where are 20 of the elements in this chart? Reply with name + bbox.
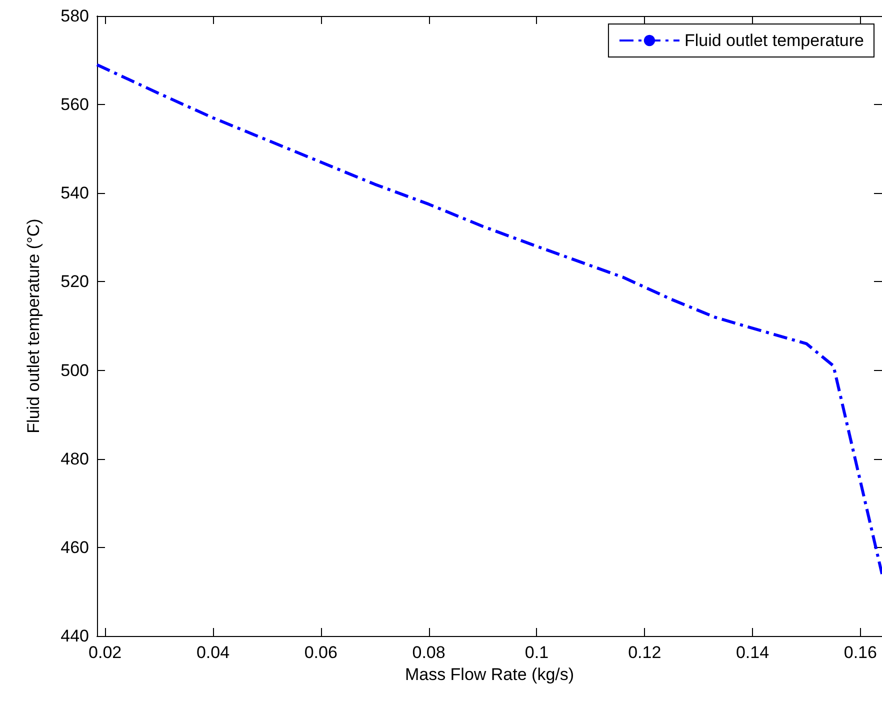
x-tick-label: 0.12 xyxy=(628,643,662,662)
x-tick-label: 0.1 xyxy=(524,643,549,662)
y-tick-label: 500 xyxy=(60,360,89,380)
y-tick-label: 560 xyxy=(60,95,89,114)
line-series xyxy=(96,63,882,576)
y-tick-label: 580 xyxy=(60,6,89,26)
y-axis-title: Fluid outlet temperature (°C) xyxy=(24,218,43,434)
x-tick-label: 0.14 xyxy=(736,643,770,662)
legend-label: Fluid outlet temperature xyxy=(684,31,864,50)
y-tick-label: 460 xyxy=(60,538,89,557)
x-tick-label: 0.08 xyxy=(412,643,446,662)
x-tick-label: 0.02 xyxy=(88,643,122,662)
y-tick-label: 440 xyxy=(60,626,89,646)
x-tick-label: 0.16 xyxy=(844,643,877,662)
y-tick-label: 540 xyxy=(60,184,89,203)
x-axis-title: Mass Flow Rate (kg/s) xyxy=(404,665,574,684)
x-tick-label: 0.04 xyxy=(196,643,230,662)
y-tick-label: 480 xyxy=(60,449,89,468)
y-tick-label: 520 xyxy=(60,272,89,292)
x-tick-label: 0.06 xyxy=(304,643,338,662)
